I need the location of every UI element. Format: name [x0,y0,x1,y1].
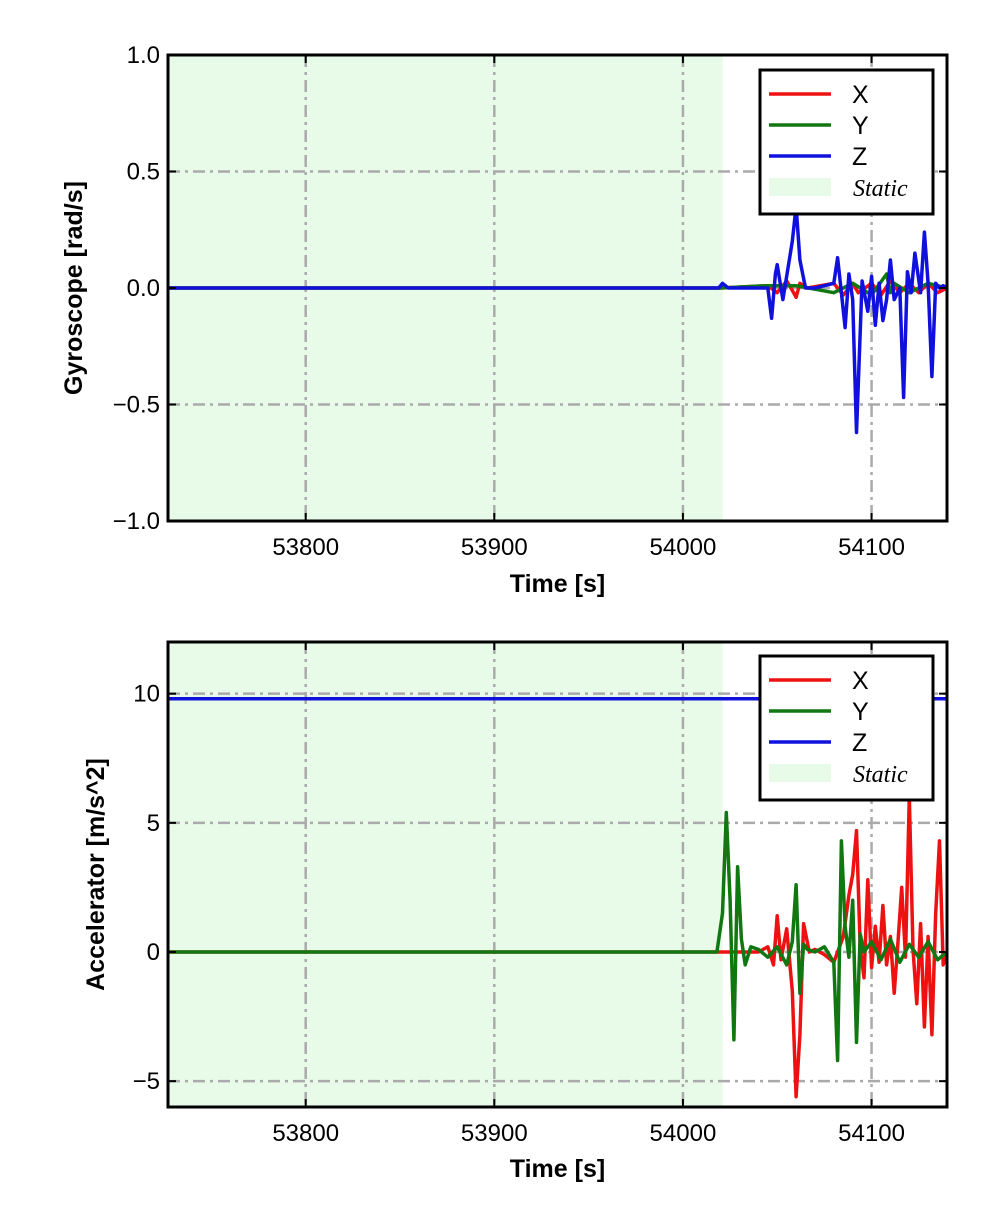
legend-label-y: Y [852,112,869,140]
y-axis-label: Gyroscope [rad/s] [60,181,88,395]
series-line-x [168,795,947,1099]
x-tick-label: 53900 [461,534,528,561]
legend-label-z: Z [852,143,867,171]
legend-label-x: X [852,81,869,109]
legend-label-y: Y [852,698,869,726]
legend-label-static: Static [853,762,908,788]
x-tick-label: 54100 [838,534,905,561]
legend-swatch-static [769,764,831,782]
x-tick-label: 53800 [272,534,339,561]
legend: XYZ Static [758,654,935,802]
x-tick-label: 54100 [838,1120,905,1147]
legend-label-static: Static [853,176,908,202]
y-tick-label: 1.0 [127,42,160,69]
series-line-z [168,204,947,435]
y-tick-label: −0.5 [113,392,160,419]
legend-swatch-static [769,178,831,196]
x-tick-label: 54000 [650,534,717,561]
y-tick-label: 5 [147,810,160,837]
y-tick-label: 0.5 [127,159,160,186]
x-tick-label: 54000 [650,1120,717,1147]
series-group [168,204,947,435]
axes-frame [166,640,949,1109]
x-tick-label: 53900 [461,1120,528,1147]
legend: XYZ Static [758,68,935,216]
x-axis-label: Time [s] [510,1155,605,1183]
chart-panel-2: 53800 53900 54000 54100 −5 0 5 10 Time [s] Accele… [82,640,949,1183]
y-tick-label: −5 [133,1068,160,1095]
y-tick-label: 10 [133,681,160,708]
y-tick-label: 0.0 [127,275,160,302]
y-tick-label: 0 [147,939,160,966]
legend-label-x: X [852,667,869,695]
static-region [168,642,723,1107]
y-tick-label: −1.0 [113,508,160,535]
y-axis-label: Accelerator [m/s^2] [82,758,110,991]
chart-panel-1: 53800 53900 54000 54100 −1.0 −0.5 0.0 0.5 1.0 Tim… [60,42,949,598]
x-axis-label: Time [s] [510,570,605,598]
x-tick-label: 53800 [272,1120,339,1147]
series-line-y [168,810,947,1063]
legend-label-z: Z [852,729,867,757]
